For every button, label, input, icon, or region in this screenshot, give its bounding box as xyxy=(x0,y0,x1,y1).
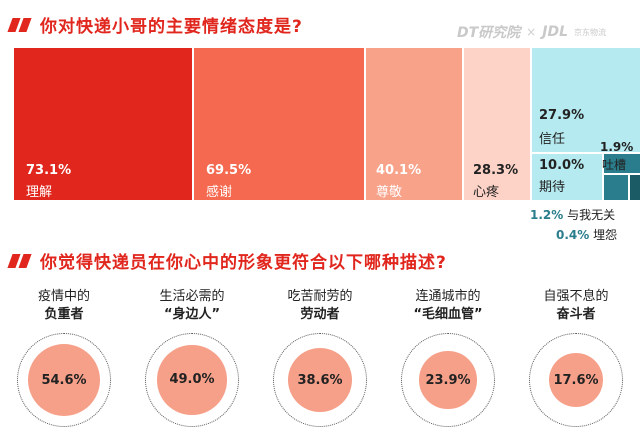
dt-logo: DT研究院 xyxy=(457,25,521,41)
treemap-cell-unrelated xyxy=(604,175,628,200)
treemap-pct-expect: 10.0% xyxy=(539,158,585,173)
treemap-label-expect: 期待 xyxy=(539,180,566,195)
persona-label: 生活必需的 “身边人” xyxy=(132,288,252,324)
persona-label: 疫情中的 负重者 xyxy=(4,288,124,324)
persona-value-disc: 38.6% xyxy=(287,347,353,413)
ext-label-complain-name: 埋怨 xyxy=(593,228,618,242)
ext-label-unrelated-name: 与我无关 xyxy=(567,208,616,222)
persona-label: 自强不息的 奋斗者 xyxy=(516,288,636,324)
persona-line2: 奋斗者 xyxy=(556,307,596,322)
treemap-label-understand: 理解 xyxy=(26,185,53,200)
persona-value-disc: 49.0% xyxy=(157,345,227,415)
persona-line1: 疫情中的 xyxy=(37,289,90,304)
persona-line1: 连通城市的 xyxy=(415,289,481,304)
brand-logos: DT研究院 × JDL 京东物流 xyxy=(457,22,606,42)
persona-line1: 自强不息的 xyxy=(543,289,609,304)
persona-label: 连通城市的 “毛细血管” xyxy=(388,288,508,324)
ext-label-complain: 0.4% 埋怨 xyxy=(556,226,617,243)
persona-pct: 38.6% xyxy=(297,372,343,388)
treemap-cell-heartache: 28.3% 心疼 xyxy=(464,48,530,200)
treemap-cell-thanks: 69.5% 感谢 xyxy=(194,48,364,200)
persona-line1: 吃苦耐劳的 xyxy=(287,289,353,304)
persona-line1: 生活必需的 xyxy=(159,289,225,304)
persona-ring: 23.9% xyxy=(401,333,495,427)
ext-label-unrelated-pct: 1.2% xyxy=(530,208,564,222)
ext-label-complain-pct: 0.4% xyxy=(556,228,590,242)
q1-title: 你对快递小哥的主要情绪态度是? xyxy=(7,12,303,37)
treemap-label-complain: 吐槽 xyxy=(602,158,627,172)
persona-value-disc: 17.6% xyxy=(548,352,604,408)
q2-title-text: 你觉得快递员在你心中的形象更符合以下哪种描述? xyxy=(40,253,447,273)
persona-ring: 38.6% xyxy=(273,333,367,427)
treemap-pct-thanks: 69.5% xyxy=(206,163,252,178)
title-marker-icon xyxy=(7,253,32,268)
persona-pct: 49.0% xyxy=(169,372,215,388)
treemap-label-trust: 信任 xyxy=(539,132,566,147)
treemap-pct-heartache: 28.3% xyxy=(473,163,519,178)
treemap-cell-respect: 40.1% 尊敬 xyxy=(366,48,462,200)
treemap-cell-complain xyxy=(604,154,640,173)
jdl-logo-sub: 京东物流 xyxy=(574,27,606,37)
q2-title: 你觉得快递员在你心中的形象更符合以下哪种描述? xyxy=(7,248,447,273)
persona-line2: 负重者 xyxy=(44,307,84,322)
persona-line2: “毛细血管” xyxy=(413,307,483,322)
persona-ring: 17.6% xyxy=(529,333,623,427)
persona-pct: 23.9% xyxy=(425,372,471,388)
treemap-cell-expect: 10.0% 期待 xyxy=(532,154,602,200)
treemap-pct-respect: 40.1% xyxy=(376,163,422,178)
persona-line2: “身边人” xyxy=(163,307,221,322)
logo-separator: × xyxy=(526,25,537,39)
persona-line2: 劳动者 xyxy=(300,307,340,322)
persona-pct: 54.6% xyxy=(41,372,87,388)
treemap-pct-trust: 27.9% xyxy=(539,108,585,123)
persona-ring: 49.0% xyxy=(145,333,239,427)
jdl-logo: JDL xyxy=(542,24,568,40)
persona-pct: 17.6% xyxy=(553,372,599,388)
q1-title-text: 你对快递小哥的主要情绪态度是? xyxy=(40,17,303,37)
treemap-cell-understand: 73.1% 理解 xyxy=(14,48,192,200)
persona-ring: 54.6% xyxy=(17,333,111,427)
treemap-label-thanks: 感谢 xyxy=(206,185,233,200)
persona-value-disc: 54.6% xyxy=(28,344,100,416)
ext-label-unrelated: 1.2% 与我无关 xyxy=(530,206,615,223)
emotion-treemap: 73.1% 理解 69.5% 感谢 40.1% 尊敬 28.3% 心疼 27.9% 信任 10.0%… xyxy=(14,48,640,200)
treemap-cell-trust: 27.9% 信任 xyxy=(532,48,640,152)
persona-label: 吃苦耐劳的 劳动者 xyxy=(260,288,380,324)
treemap-pct-complain: 1.9% xyxy=(600,140,634,154)
title-marker-icon xyxy=(7,17,32,32)
treemap-label-heartache: 心疼 xyxy=(473,185,500,200)
treemap-label-respect: 尊敬 xyxy=(376,185,403,200)
treemap-pct-understand: 73.1% xyxy=(26,163,72,178)
persona-value-disc: 23.9% xyxy=(419,351,477,409)
treemap-cell-blame xyxy=(630,175,640,200)
